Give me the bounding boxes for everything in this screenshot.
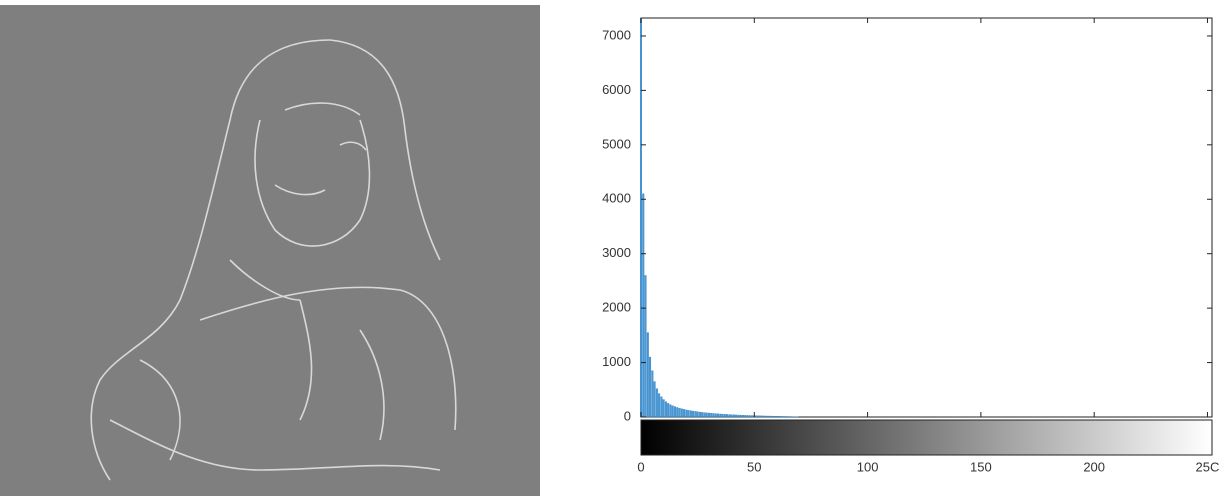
bar [689,410,692,418]
colorbar [640,419,1213,456]
bar [680,408,683,418]
bar [649,356,652,418]
bar [642,193,645,418]
bar [773,415,776,418]
y-tick-label: 4000 [602,191,631,206]
bar [710,413,713,418]
bar [698,411,701,418]
y-tick-label: 1000 [602,354,631,369]
bar [721,413,724,418]
bar [685,409,688,418]
x-tick-label: 200 [1083,459,1105,474]
x-tick-label: 50 [747,459,761,474]
bar [687,410,690,418]
bar [766,415,769,418]
bar [694,411,697,418]
bar [746,415,749,418]
bar [785,416,788,418]
bar [692,410,695,418]
bar [730,414,733,418]
bar [658,393,661,418]
bar [764,415,767,418]
bar [757,415,760,418]
bar [751,415,754,418]
bar [741,415,744,418]
x-tick-label: 25C [1196,459,1220,474]
bar [717,413,720,418]
bar [667,403,670,418]
bar [714,413,717,418]
bar [744,415,747,418]
bar [760,415,763,418]
bar [676,407,679,418]
bar [726,414,729,418]
bar [662,399,665,418]
bar [655,388,658,418]
x-tick-label: 0 [637,459,644,474]
bar [660,396,663,418]
y-tick-label: 5000 [602,136,631,151]
edge-image [0,5,540,496]
bar [719,413,722,418]
y-tick-label: 3000 [602,245,631,260]
bar [640,17,642,418]
y-tick-label: 2000 [602,300,631,315]
bar [646,332,649,418]
bar [732,414,735,418]
bar [707,412,710,418]
bar [728,414,731,418]
bar [712,413,715,418]
bar [775,416,778,418]
bar [673,406,676,418]
bar [696,411,699,418]
bar [671,405,674,418]
bar [678,408,681,418]
bar [771,415,774,418]
bar [669,404,672,418]
bar [701,412,704,418]
plot-frame [640,17,1213,418]
bar [739,414,742,418]
bar [782,416,785,418]
bar [762,415,765,418]
y-tick-label: 6000 [602,82,631,97]
bar [653,381,656,418]
bar [664,401,667,418]
bar [737,414,740,418]
bar [780,416,783,418]
bar [735,414,738,418]
bar [651,370,654,418]
y-tick-label: 7000 [602,27,631,42]
bar [705,412,708,418]
y-tick-label: 0 [624,408,631,423]
bar [644,275,647,418]
bar [778,416,781,418]
bar [748,415,751,418]
x-tick-label: 150 [970,459,992,474]
bar [755,415,758,418]
bar [769,415,772,418]
bar [723,414,726,418]
bar [683,409,686,418]
bar [703,412,706,418]
x-tick-label: 100 [857,459,879,474]
